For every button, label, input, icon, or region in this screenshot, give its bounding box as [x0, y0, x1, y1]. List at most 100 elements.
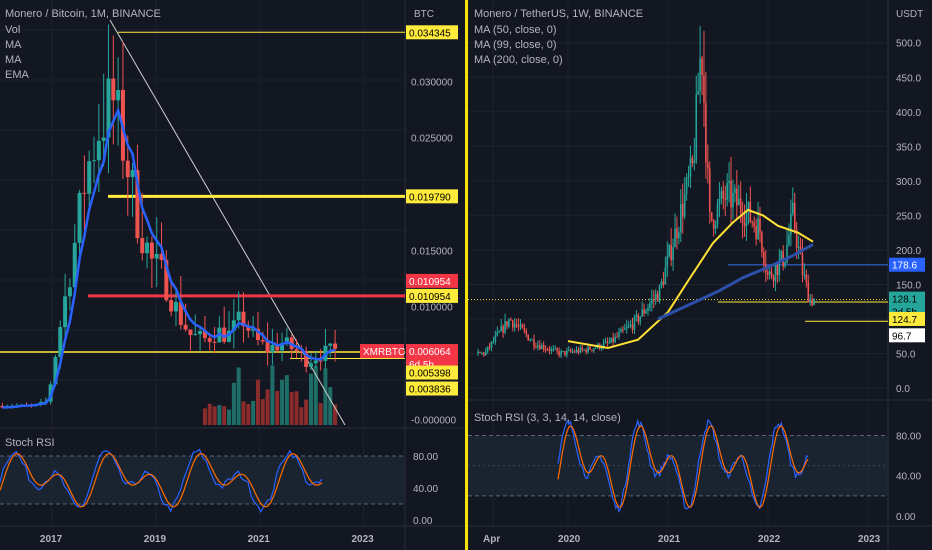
candle-body: [629, 324, 632, 326]
candle-body: [652, 299, 655, 301]
candle-body: [523, 328, 526, 331]
candle-body: [622, 329, 624, 331]
candle-body: [674, 228, 676, 248]
candle-body: [643, 309, 645, 314]
candle-body: [513, 324, 516, 328]
stoch-tick: 40.00: [413, 484, 438, 495]
candle-body: [178, 301, 183, 325]
volume-bar: [217, 405, 222, 425]
volume-bar: [231, 382, 236, 425]
candle-body: [496, 332, 499, 336]
indicator-label: MA: [5, 54, 22, 66]
price-label-mid: 0.019790: [409, 192, 451, 203]
candle-body: [63, 296, 68, 328]
candle-body: [575, 349, 578, 353]
candle-body: [241, 311, 246, 327]
price-tick: 350.0: [896, 142, 921, 153]
price-tick: 300.0: [896, 177, 921, 188]
left-chart-pane[interactable]: BTC 0.030000 0.025000 0.015000 0.010000 -0.00…: [0, 0, 465, 550]
price-tick: 500.0: [896, 39, 921, 50]
candle-body: [784, 261, 786, 267]
candle-body: [730, 180, 732, 208]
candle-body: [529, 340, 531, 342]
indicator-label: Vol: [5, 24, 20, 36]
candle-body: [130, 170, 135, 178]
candle-body: [664, 267, 667, 285]
candle-body: [753, 222, 755, 227]
candle-body: [542, 345, 545, 350]
candle-body: [701, 58, 703, 76]
candle-body: [231, 320, 236, 331]
candle-body: [183, 324, 188, 330]
candle-body: [511, 320, 514, 328]
candle-body: [726, 183, 728, 200]
candle-body: [527, 334, 530, 341]
candle-body: [668, 244, 671, 256]
indicator-label: EMA: [5, 69, 30, 81]
candle-body: [614, 336, 616, 342]
volume-bar: [241, 401, 246, 425]
candle-body: [533, 339, 535, 347]
candle-body: [604, 341, 607, 343]
candle-body: [770, 271, 773, 278]
candle-body: [633, 317, 636, 330]
volume-bar: [246, 403, 251, 425]
candle-body: [173, 301, 178, 312]
stoch-k-line: [0, 448, 323, 513]
candle-body: [666, 255, 669, 268]
candle-body: [96, 140, 101, 161]
candle-body: [616, 336, 618, 338]
candle-body: [260, 339, 265, 342]
candle-body: [202, 331, 207, 339]
price-label-yellow-bg: [889, 311, 925, 326]
time-tick: Apr: [483, 534, 500, 545]
candle-body: [749, 202, 752, 222]
candle-body: [548, 349, 551, 352]
candle-body: [757, 218, 759, 240]
price-label-red: 0.010954: [409, 277, 451, 288]
candle-body: [537, 345, 539, 348]
indicator-label: MA (99, close, 0): [474, 39, 557, 51]
candle-body: [145, 242, 150, 254]
candle-body: [672, 247, 674, 261]
candle-body: [651, 299, 653, 304]
stoch-title: Stoch RSI (3, 3, 14, 14, close): [474, 412, 621, 424]
candle-body: [786, 244, 788, 262]
candle-body: [662, 281, 665, 285]
stoch-d-line: [557, 425, 809, 508]
candle-body: [639, 316, 642, 322]
volume-bar: [251, 400, 256, 425]
candle-body: [608, 342, 611, 344]
candle-body: [569, 349, 572, 352]
price-tick: 0.015000: [411, 246, 453, 257]
price-tick: 400.0: [896, 108, 921, 119]
candle-body: [649, 303, 651, 308]
symbol-badge: XMRBTC: [363, 347, 405, 358]
volume-bar: [284, 375, 289, 425]
candle-body: [618, 332, 620, 337]
price-label-red-2: 0.010954: [409, 292, 451, 303]
candle-body: [792, 202, 794, 214]
candle-body: [550, 348, 553, 352]
candle-body: [236, 311, 241, 321]
stoch-tick: 40.00: [896, 472, 921, 483]
candle-body: [87, 161, 92, 194]
candle-body: [280, 343, 285, 351]
candle-body: [154, 253, 159, 259]
candle-body: [732, 192, 734, 208]
time-tick: 2020: [558, 534, 581, 545]
candle-body: [488, 346, 491, 348]
candle-body: [697, 90, 699, 95]
right-chart-pane[interactable]: USDT 500.0 450.0 400.0 350.0 300.0 250.0 200.0 1…: [468, 0, 932, 550]
chart-title: Monero / Bitcoin, 1M, BINANCE: [5, 8, 161, 20]
volume-bar: [275, 390, 280, 425]
candle-body: [556, 348, 558, 352]
candle-body: [125, 160, 130, 178]
candle-body: [681, 204, 684, 217]
price-label-blue: 178.6: [892, 261, 917, 272]
ma50-line: [567, 208, 814, 350]
price-tick: 200.0: [896, 246, 921, 257]
price-label-support-1: 0.005398: [409, 369, 451, 380]
candle-body: [577, 349, 580, 353]
stoch-band: [0, 456, 405, 504]
